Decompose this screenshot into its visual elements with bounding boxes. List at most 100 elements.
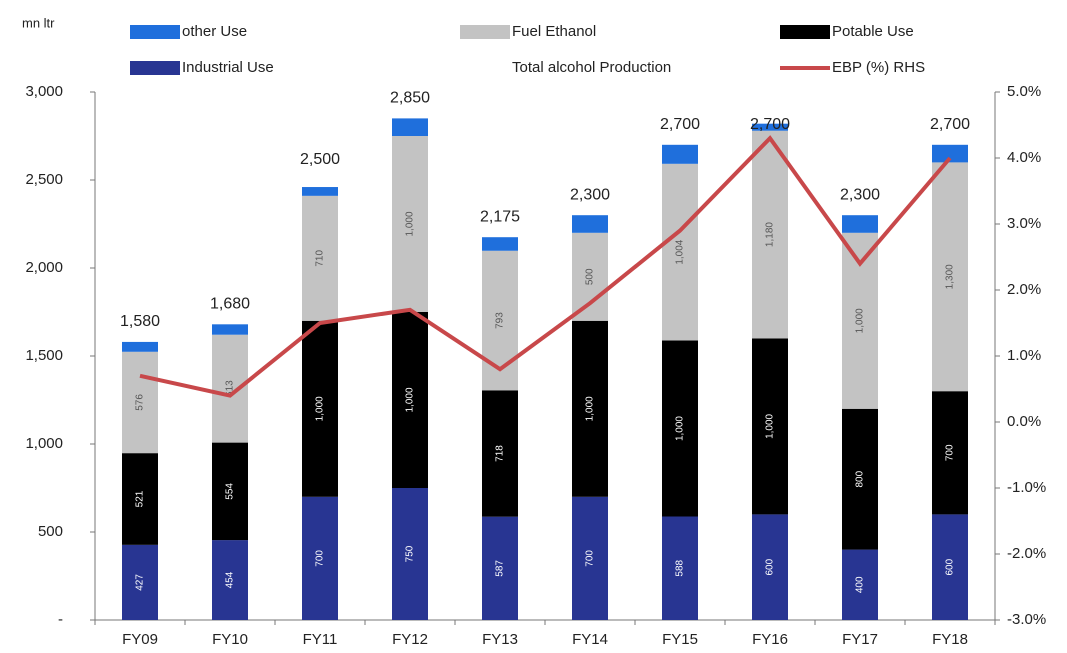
- segment-label: 1,000: [765, 413, 776, 438]
- legend-label: Fuel Ethanol: [512, 23, 596, 40]
- legend-marker: [460, 25, 510, 39]
- x-tick-label: FY17: [842, 631, 878, 648]
- y2-tick-label: -1.0%: [1007, 479, 1046, 496]
- bar-segment: [392, 136, 428, 312]
- total-label: 2,700: [660, 116, 700, 133]
- x-tick-label: FY09: [122, 631, 158, 648]
- segment-label: 750: [405, 545, 416, 562]
- segment-label: 718: [495, 445, 506, 462]
- segment-label: 427: [135, 574, 146, 591]
- bar-segment: [752, 130, 788, 339]
- bar-segment: [662, 340, 698, 517]
- x-tick-label: FY12: [392, 631, 428, 648]
- x-tick-label: FY18: [932, 631, 968, 648]
- segment-label: 521: [135, 490, 146, 507]
- segment-label: 588: [675, 559, 686, 576]
- y-tick-label: 3,000: [25, 83, 63, 100]
- total-label: 2,500: [300, 151, 340, 168]
- x-tick-label: FY15: [662, 631, 698, 648]
- legend-label: Industrial Use: [182, 59, 274, 76]
- segment-label: 576: [135, 394, 146, 411]
- segment-label: 587: [495, 560, 506, 577]
- bar-segment: [212, 442, 248, 541]
- segment-label: 1,000: [315, 396, 326, 421]
- bar-segment: [572, 496, 608, 620]
- y2-tick-label: 3.0%: [1007, 215, 1041, 232]
- bar-segment: [932, 162, 968, 392]
- x-tick-label: FY13: [482, 631, 518, 648]
- bar-segment: [662, 516, 698, 620]
- bar-segment: [752, 123, 788, 131]
- x-tick-label: FY14: [572, 631, 608, 648]
- segment-label: 454: [225, 571, 236, 588]
- legend-label: Total alcohol Production: [512, 59, 671, 76]
- total-label: 2,300: [840, 186, 880, 203]
- legend-marker: [780, 25, 830, 39]
- segment-label: 554: [225, 483, 236, 500]
- bar-segment: [752, 338, 788, 515]
- bar-segment: [122, 341, 158, 352]
- bar-segment: [122, 453, 158, 545]
- x-tick-label: FY10: [212, 631, 248, 648]
- legend-label: EBP (%) RHS: [832, 59, 925, 76]
- bar-segment: [662, 163, 698, 341]
- segment-label: 1,000: [405, 211, 416, 236]
- total-label: 1,680: [210, 296, 250, 313]
- total-label: 2,300: [570, 186, 610, 203]
- bar-segment: [482, 237, 518, 251]
- legend-marker: [130, 25, 180, 39]
- y-tick-label: 500: [38, 523, 63, 540]
- segment-label: 1,000: [855, 308, 866, 333]
- bar-segment: [932, 144, 968, 163]
- total-label: 2,175: [480, 208, 520, 225]
- bar-segment: [572, 232, 608, 321]
- legend-marker: [130, 61, 180, 75]
- bar-segment: [842, 215, 878, 233]
- y-tick-label: 1,500: [25, 347, 63, 364]
- segment-label: 1,300: [945, 264, 956, 289]
- bar-segment: [212, 334, 248, 443]
- bar-segment: [212, 540, 248, 620]
- segment-label: 613: [225, 380, 236, 397]
- segment-label: 800: [855, 470, 866, 487]
- bar-segment: [572, 215, 608, 233]
- total-label: 2,850: [390, 90, 430, 107]
- bar-segment: [932, 391, 968, 515]
- x-tick-label: FY11: [303, 631, 338, 648]
- bar-segment: [482, 516, 518, 620]
- segment-label: 700: [315, 550, 326, 567]
- bar-segment: [302, 320, 338, 497]
- y2-tick-label: 5.0%: [1007, 83, 1041, 100]
- bar-segment: [392, 312, 428, 488]
- y2-tick-label: 2.0%: [1007, 281, 1041, 298]
- unit-label: mn ltr: [22, 15, 55, 30]
- segment-label: 600: [945, 558, 956, 575]
- bar-segment: [842, 549, 878, 620]
- segment-label: 600: [765, 558, 776, 575]
- segment-label: 500: [585, 268, 596, 285]
- segment-label: 1,000: [585, 396, 596, 421]
- segment-label: 1,000: [675, 416, 686, 441]
- bar-segment: [122, 351, 158, 454]
- legend-label: other Use: [182, 23, 247, 40]
- segment-label: 1,004: [675, 239, 686, 264]
- segment-label: 1,000: [405, 387, 416, 412]
- bar-segment: [392, 118, 428, 136]
- x-tick-label: FY16: [752, 631, 788, 648]
- bar-segment: [482, 390, 518, 517]
- total-label: 2,700: [750, 116, 790, 133]
- y-tick-label: 2,500: [25, 171, 63, 188]
- bar-segment: [392, 488, 428, 620]
- legend-label: Potable Use: [832, 23, 914, 40]
- segment-label: 1,180: [765, 222, 776, 247]
- segment-label: 700: [945, 444, 956, 461]
- bar-segment: [842, 408, 878, 550]
- y-tick-label: 1,000: [25, 435, 63, 452]
- bar-segment: [662, 144, 698, 164]
- bar-segment: [302, 496, 338, 620]
- y-tick-label: -: [58, 611, 63, 628]
- bar-segment: [302, 195, 338, 321]
- y2-tick-label: 4.0%: [1007, 149, 1041, 166]
